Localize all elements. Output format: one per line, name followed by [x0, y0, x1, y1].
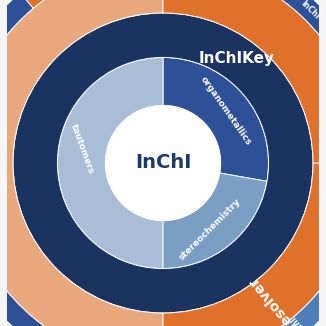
Wedge shape	[0, 0, 163, 326]
Wedge shape	[20, 0, 267, 8]
Text: tautomers: tautomers	[69, 123, 96, 175]
Wedge shape	[163, 163, 326, 326]
Text: InChIKey: InChIKey	[198, 51, 274, 66]
Wedge shape	[258, 0, 326, 62]
Text: stereochemistry: stereochemistry	[177, 197, 242, 262]
Wedge shape	[163, 57, 269, 181]
Wedge shape	[163, 198, 326, 326]
Circle shape	[106, 106, 220, 220]
Wedge shape	[13, 13, 313, 313]
Text: InChI: InChI	[289, 314, 310, 326]
Wedge shape	[163, 173, 267, 269]
Text: resolver: resolver	[245, 273, 297, 326]
Text: organometallics: organometallics	[198, 75, 253, 147]
Wedge shape	[163, 0, 326, 163]
Wedge shape	[0, 0, 33, 78]
Wedge shape	[0, 181, 78, 326]
Text: InChI: InChI	[135, 154, 191, 172]
Text: InChI: InChI	[299, 0, 321, 22]
Wedge shape	[57, 57, 163, 269]
